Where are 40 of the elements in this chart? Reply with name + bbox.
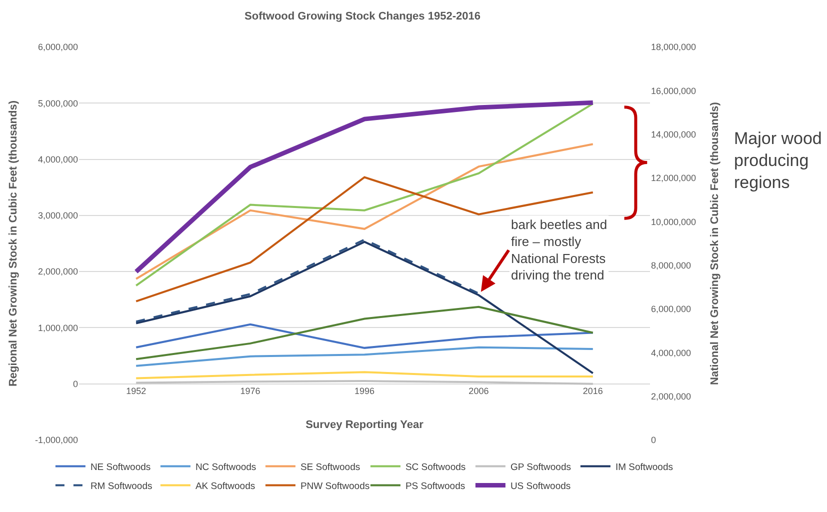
legend-label: NC Softwoods — [195, 462, 256, 473]
y-tick-label: 5,000,000 — [38, 98, 78, 108]
x-tick-label: 2016 — [582, 386, 603, 396]
annotation: bark beetles and fire – mostly National Forests driving the trend — [511, 217, 608, 283]
y-axis-title: Regional Net Growing Stock in Cubic Feet (thousands) — [8, 100, 20, 387]
x-tick-label: 1976 — [240, 386, 260, 396]
legend-label: SC Softwoods — [405, 462, 466, 473]
y2-axis-title: National Net Growing Stock in Cubic Feet (thousands) — [709, 102, 722, 385]
legend-label: RM Softwoods — [90, 480, 152, 492]
y2-tick-label: 12,000,000 — [651, 173, 696, 184]
y-tick-label: 0 — [72, 379, 78, 390]
x-tick-label: 1952 — [126, 386, 146, 396]
legend-label: US Softwoods — [510, 480, 571, 492]
legend-label: AK Softwoods — [195, 480, 256, 492]
legend-label: NE Softwoods — [90, 462, 151, 473]
y-tick-label: 4,000,000 — [38, 154, 78, 164]
legend-label: IM Softwoods — [615, 462, 674, 473]
x-tick-label: 1996 — [354, 386, 375, 396]
y2-tick-label: 6,000,000 — [651, 304, 692, 314]
y2-tick-label: 0 — [651, 435, 656, 446]
y-tick-label: 3,000,000 — [38, 210, 78, 221]
x-axis-title: Survey Reporting Year — [306, 419, 424, 432]
y-tick-label: 2,000,000 — [38, 266, 78, 277]
text: Major wood producing regions — [734, 129, 822, 192]
legend-label: SE Softwoods — [300, 462, 360, 473]
y2-tick-label: 10,000,000 — [651, 216, 696, 227]
y2-tick-label: 14,000,000 — [651, 129, 696, 140]
legend-label: PS Softwoods — [405, 480, 466, 492]
chart-title: Softwood Growing Stock Changes 1952-2016 — [244, 10, 480, 23]
y2-tick-label: 4,000,000 — [651, 348, 692, 358]
y2-tick-label: 2,000,000 — [651, 391, 692, 402]
x-tick-label: 2006 — [468, 386, 489, 396]
y2-tick-label: 8,000,000 — [651, 260, 692, 270]
y2-tick-label: 18,000,000 — [651, 42, 696, 52]
y-tick-label: -1,000,000 — [34, 435, 78, 446]
legend-label: GP Softwoods — [510, 462, 572, 473]
y-tick-label: 6,000,000 — [38, 42, 78, 52]
y-tick-label: 1,000,000 — [38, 322, 78, 333]
y2-tick-label: 16,000,000 — [651, 86, 696, 96]
legend-label: PNW Softwoods — [300, 480, 370, 492]
